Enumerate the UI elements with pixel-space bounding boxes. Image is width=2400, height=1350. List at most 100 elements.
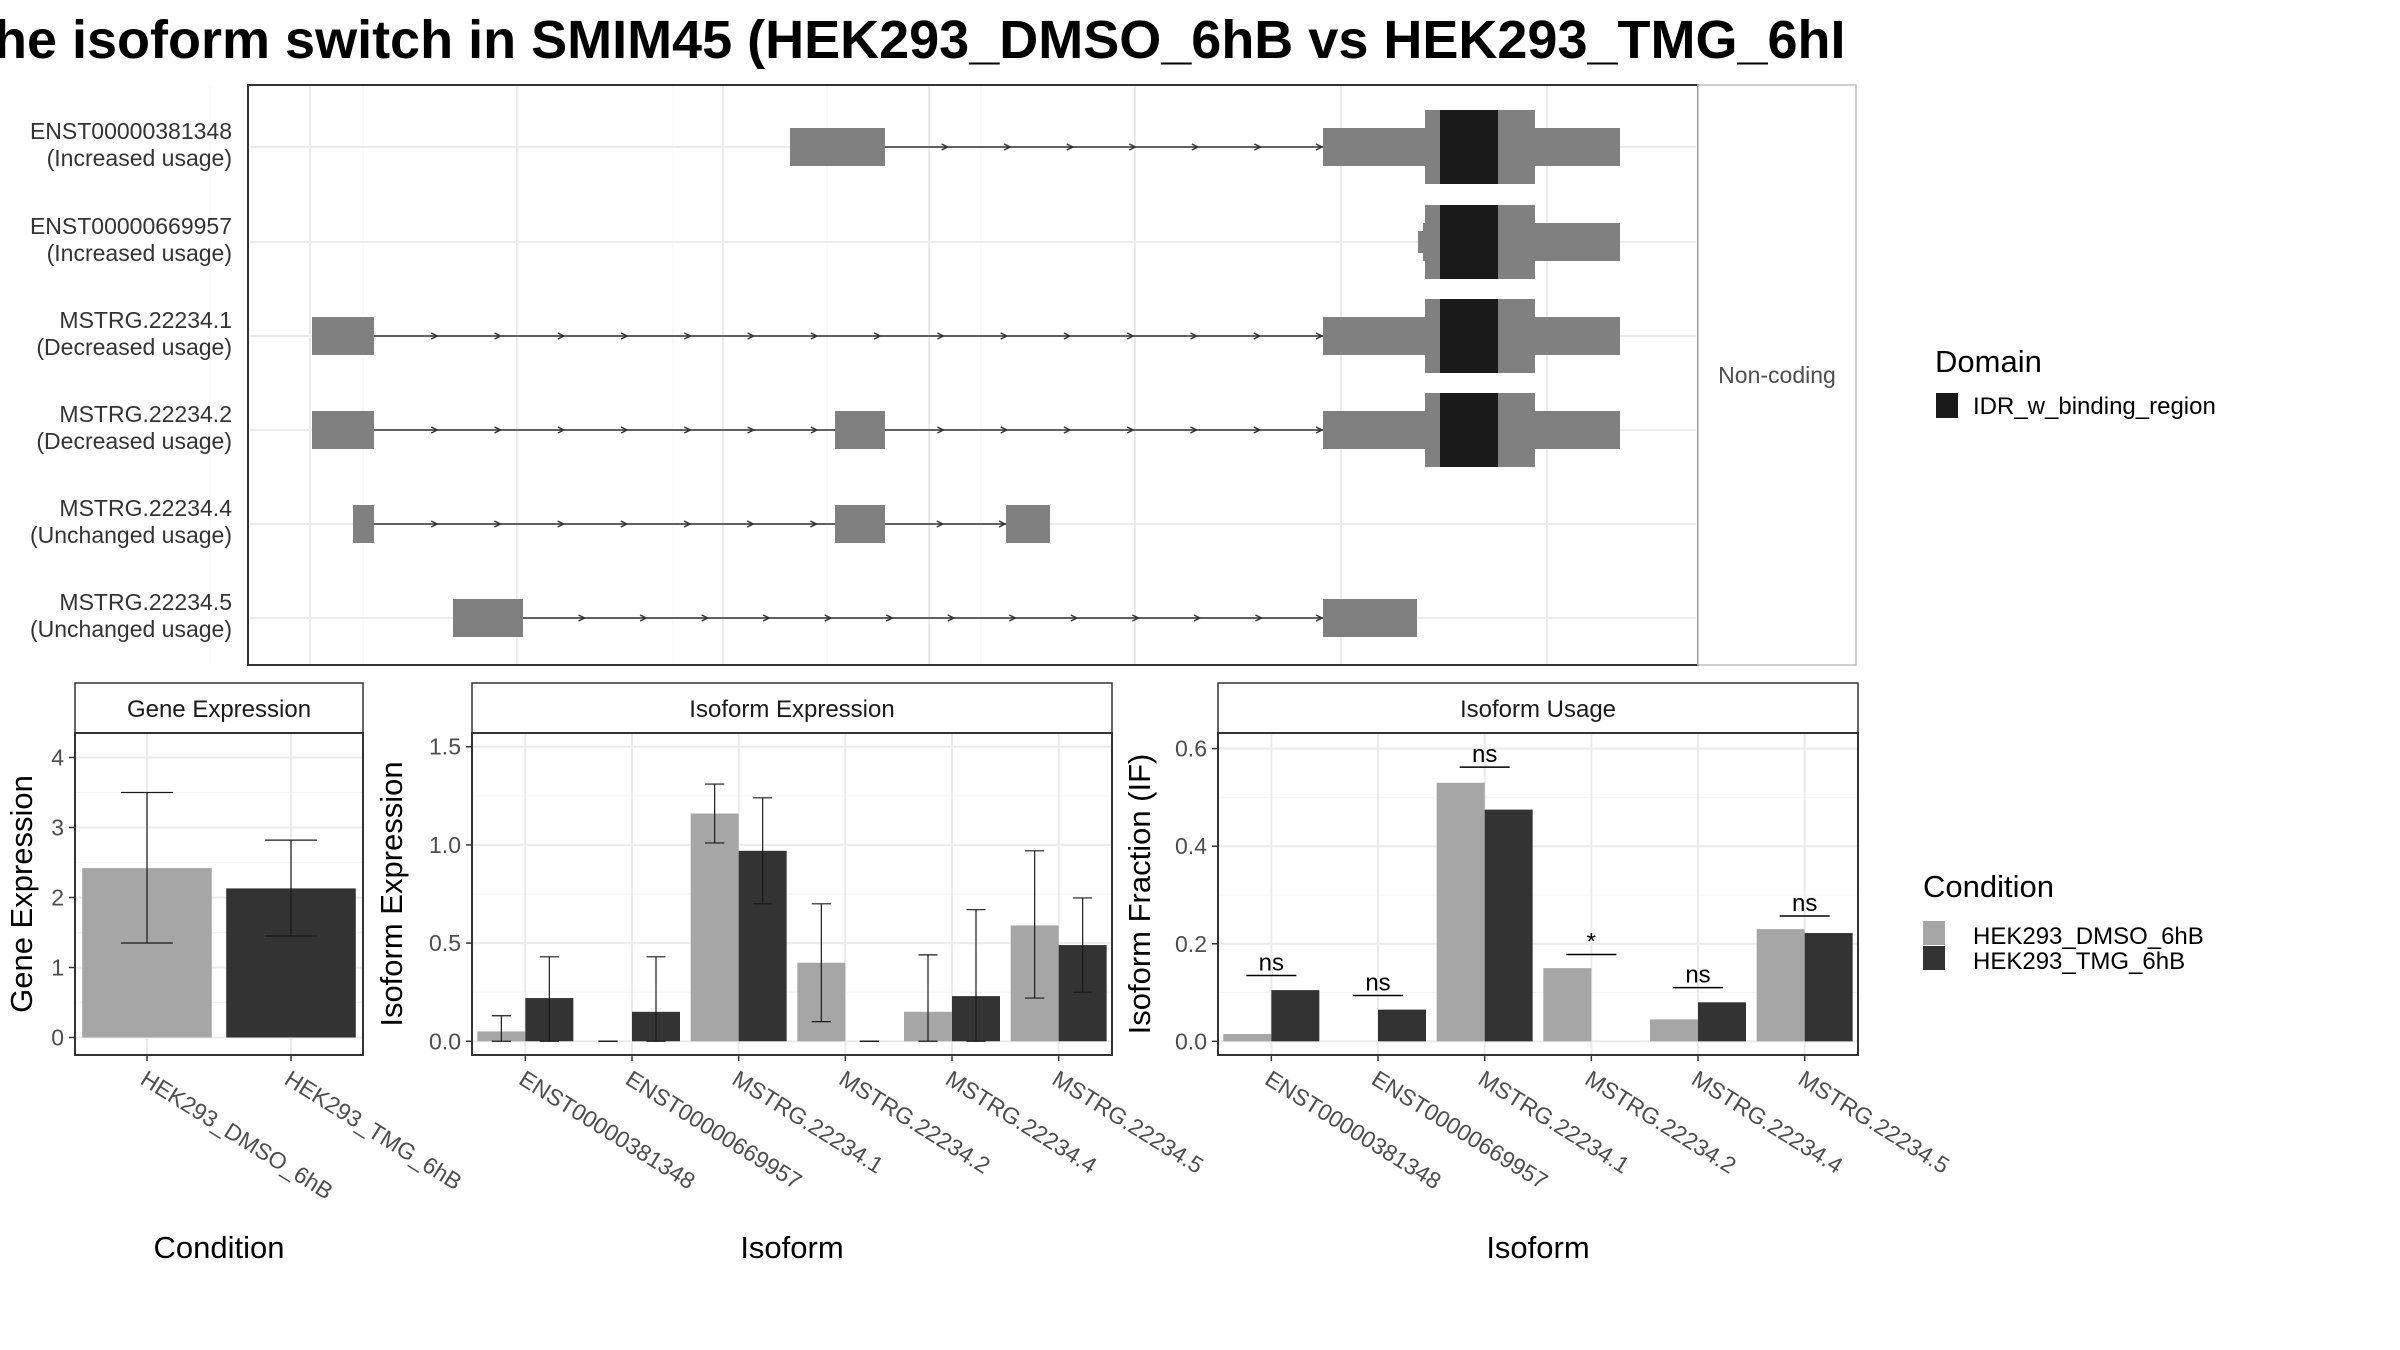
intron-arrow <box>639 614 648 622</box>
structure-row-labels: ENST00000381348 (Increased usage)ENST0000… <box>30 118 232 642</box>
structure-rows <box>312 110 1620 637</box>
y-tick-label: 0.6 <box>1175 736 1207 762</box>
bar <box>1378 1009 1426 1042</box>
panel-strip <box>74 682 364 734</box>
intron-arrow <box>937 426 946 434</box>
figure-title: he isoform switch in SMIM45 (HEK293_DMSO… <box>0 10 1846 70</box>
idr-domain <box>1440 110 1498 184</box>
intron-arrow <box>1315 143 1324 151</box>
panel-strip-label: Isoform Usage <box>1460 696 1616 723</box>
intron-arrow <box>494 520 503 528</box>
intron-arrow <box>936 520 945 528</box>
isoform-id-label: MSTRG.22234.1 <box>59 307 232 333</box>
exon-stub <box>1418 231 1426 253</box>
intron-arrow <box>1063 332 1072 340</box>
isoform-usage-panel: Isoform Usage 0.0 0.2 0.4 0.6 ns ns ns * ns ns ENST… <box>1122 682 1954 1265</box>
intron-arrow <box>1315 426 1324 434</box>
domain-legend-swatch <box>1936 393 1958 418</box>
y-tick-label: 1.5 <box>429 734 461 760</box>
intron-arrow <box>1008 614 1017 622</box>
exon <box>790 128 885 166</box>
domain-legend-title: Domain <box>1935 344 2042 379</box>
intron-arrow <box>620 332 629 340</box>
y-tick-label: 3 <box>51 815 64 841</box>
intron-arrow <box>1253 426 1262 434</box>
intron-arrow <box>557 520 566 528</box>
isoform-usage-label: (Unchanged usage) <box>30 522 232 548</box>
intron-arrow <box>557 426 566 434</box>
bar <box>1271 990 1320 1042</box>
intron-arrow <box>885 614 894 622</box>
intron-arrow <box>1315 614 1324 622</box>
bar <box>1804 933 1853 1042</box>
intron-arrow <box>1315 332 1324 340</box>
bar <box>1756 929 1805 1042</box>
y-tick-label: 0 <box>51 1025 64 1051</box>
intron-arrow <box>1191 143 1200 151</box>
intron-arrow <box>824 614 833 622</box>
panel-frame <box>471 732 1113 1056</box>
idr-domain <box>1440 299 1498 373</box>
domain-legend-label: IDR_w_binding_region <box>1973 393 2216 420</box>
significance-label: ns <box>1792 890 1817 917</box>
bar <box>1484 809 1533 1042</box>
significance-label: ns <box>1685 962 1710 989</box>
intron-arrow <box>747 426 756 434</box>
intron-arrow <box>620 520 629 528</box>
exon <box>835 505 885 543</box>
isoform-id-label: ENST00000669957 <box>30 213 232 239</box>
isoform-expression-panel: Isoform Expression 0.0 0.5 1.0 1.5 ENST000003… <box>374 682 1208 1265</box>
intron-arrow <box>494 426 503 434</box>
noncoding-strip-label: Non-coding <box>1718 362 1836 388</box>
intron-arrow <box>620 426 629 434</box>
panel-frame <box>74 732 364 1056</box>
intron-arrow <box>701 614 710 622</box>
panel-strip <box>1217 682 1859 734</box>
isoform-usage-label: (Increased usage) <box>47 240 232 266</box>
intron-arrow <box>494 332 503 340</box>
intron-arrow <box>810 426 819 434</box>
intron-arrow <box>1066 143 1075 151</box>
intron-arrow <box>810 332 819 340</box>
panel-strip-label: Gene Expression <box>127 696 311 723</box>
significance-label: ns <box>1259 949 1284 976</box>
domain-legend: Domain IDR_w_binding_region <box>1935 344 2216 420</box>
intron-arrow <box>941 143 950 151</box>
y-axis-title: Gene Expression <box>4 775 39 1013</box>
bar <box>1650 1019 1698 1042</box>
x-axis-title: Isoform <box>1486 1230 1589 1265</box>
intron-arrow <box>683 520 692 528</box>
intron-arrow <box>557 332 566 340</box>
significance-label: ns <box>1472 741 1497 768</box>
condition-legend: Condition HEK293_DMSO_6hB HEK293_TMG_6hB <box>1923 869 2204 975</box>
bar <box>1223 1034 1272 1042</box>
condition-legend-swatch-tmg <box>1923 946 1945 970</box>
y-tick-label: 2 <box>51 885 64 911</box>
intron-arrow <box>1063 426 1072 434</box>
exon <box>1323 599 1417 637</box>
idr-domain <box>1440 205 1498 279</box>
isoform-usage-label: (Decreased usage) <box>36 334 232 360</box>
intron-arrow <box>998 520 1007 528</box>
intron-arrow <box>1070 614 1079 622</box>
intron-arrow <box>1000 332 1009 340</box>
exon <box>312 411 374 449</box>
significance-label: ns <box>1365 969 1390 996</box>
bar <box>1543 968 1592 1042</box>
bar <box>690 813 739 1042</box>
intron-arrow <box>1193 614 1202 622</box>
x-tick-label: ENST00000669957 <box>621 1065 806 1194</box>
isoform-id-label: MSTRG.22234.2 <box>59 401 232 427</box>
panel-strip-label: Isoform Expression <box>689 696 894 723</box>
intron-arrow <box>1253 332 1262 340</box>
y-tick-label: 1 <box>51 955 64 981</box>
intron-arrow <box>873 332 882 340</box>
intron-arrow <box>947 614 956 622</box>
y-tick-label: 0.2 <box>1175 931 1207 957</box>
y-tick-label: 0.0 <box>1175 1028 1207 1054</box>
y-tick-label: 1.0 <box>429 832 461 858</box>
y-axis-title: Isoform Fraction (IF) <box>1122 754 1157 1035</box>
isoform-id-label: ENST00000381348 <box>30 118 232 144</box>
significance-label: * <box>1587 928 1596 955</box>
